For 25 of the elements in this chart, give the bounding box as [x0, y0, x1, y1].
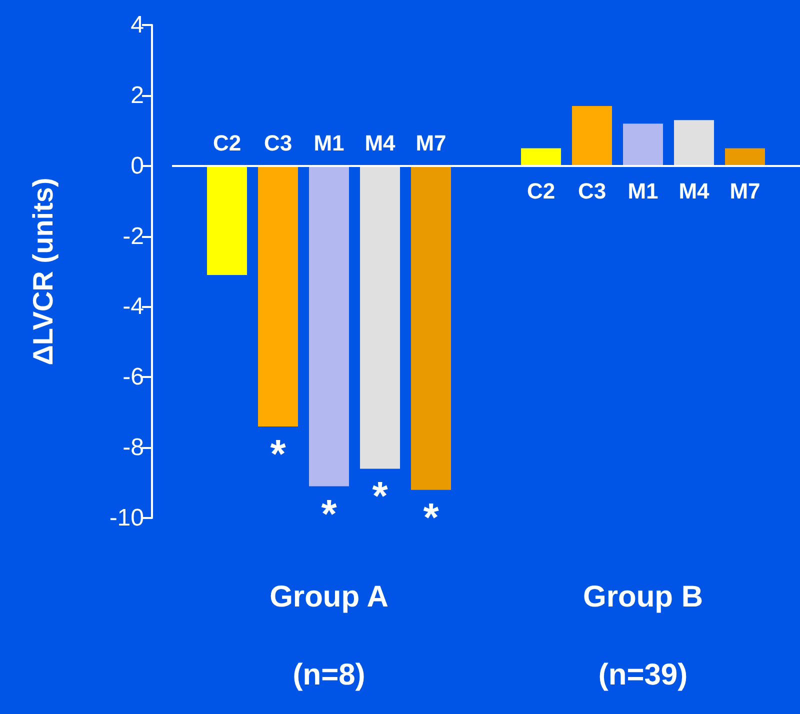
y-tick-label: -2 — [122, 222, 144, 250]
series-label: M7 — [416, 130, 446, 156]
y-tick-label: -10 — [109, 504, 144, 532]
series-label: C2 — [212, 130, 242, 156]
category-label: Group B (n=39) — [583, 580, 703, 692]
data-label: * — [372, 474, 388, 519]
y-tick-label: -6 — [122, 364, 144, 391]
y-axis-title: ΔLVCR (units) — [28, 178, 58, 366]
text: C2 — [526, 178, 556, 204]
series-label: C3 — [264, 130, 292, 156]
text: C3 — [578, 178, 606, 204]
data-label: * — [321, 492, 338, 536]
category-label: Group A (n=8) — [270, 580, 388, 692]
y-tick-label: 0 — [130, 152, 144, 180]
text: M4 — [678, 178, 710, 204]
data-label: * — [270, 432, 286, 476]
y-tick-label: 4 — [130, 12, 144, 38]
series-label: M1 — [314, 130, 344, 156]
y-tick-label: 2 — [130, 82, 144, 109]
y-tick-label: -8 — [122, 434, 144, 462]
data-label: * — [423, 496, 440, 540]
text: M1 — [628, 178, 658, 204]
y-tick-label: -4 — [122, 293, 144, 320]
text: M7 — [730, 178, 760, 204]
series-label: M4 — [364, 130, 396, 156]
